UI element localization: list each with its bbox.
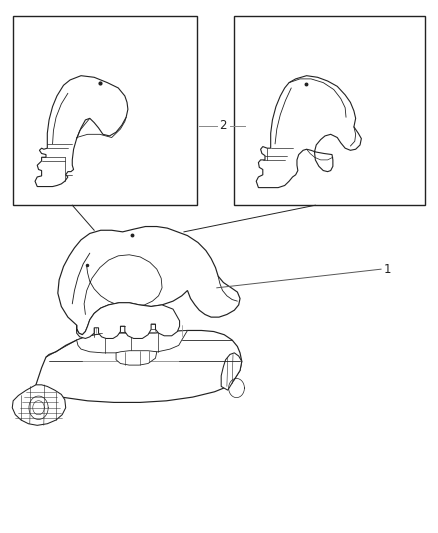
Text: 1: 1 bbox=[384, 263, 392, 276]
Text: 2: 2 bbox=[219, 119, 226, 132]
Polygon shape bbox=[256, 76, 361, 188]
Polygon shape bbox=[77, 303, 180, 338]
Polygon shape bbox=[116, 351, 157, 365]
Polygon shape bbox=[58, 227, 240, 335]
Polygon shape bbox=[36, 330, 242, 402]
Bar bbox=[234, 16, 425, 205]
Polygon shape bbox=[221, 353, 242, 390]
Polygon shape bbox=[35, 76, 128, 187]
Polygon shape bbox=[12, 385, 66, 425]
Polygon shape bbox=[77, 330, 187, 353]
Bar bbox=[13, 16, 197, 205]
